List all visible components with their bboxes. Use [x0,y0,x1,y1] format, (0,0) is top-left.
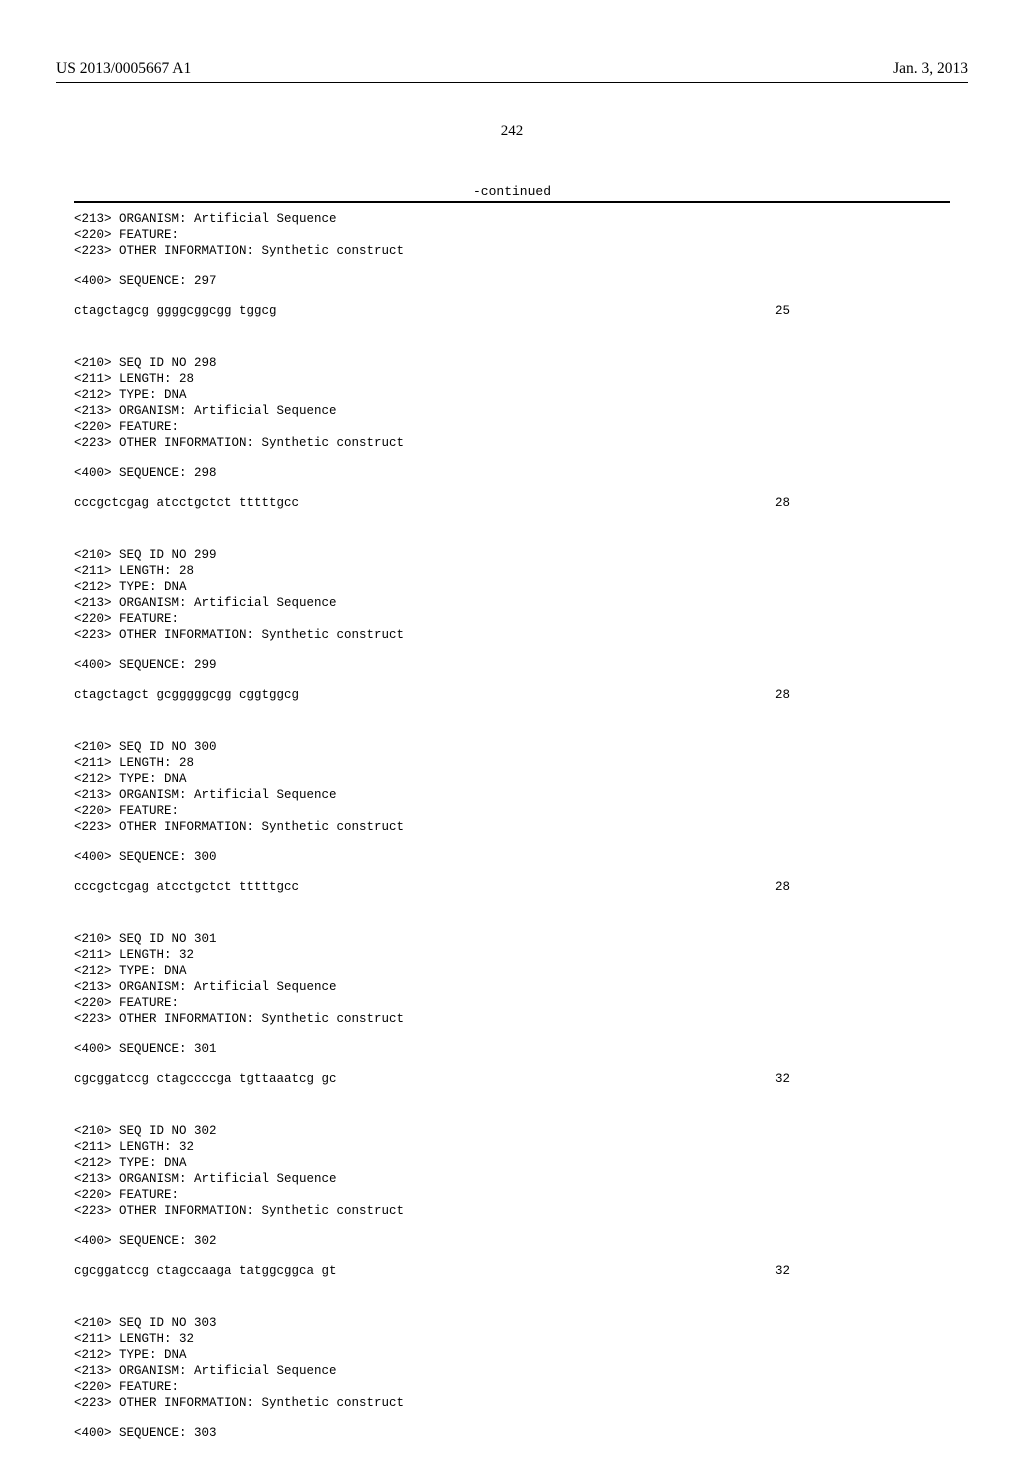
seq-meta-line: <400> SEQUENCE: 298 [74,465,950,481]
seq-meta-line: <213> ORGANISM: Artificial Sequence [74,211,950,227]
sequence-length: 28 [775,687,950,703]
sequence-length: 32 [775,1071,950,1087]
blank-line [74,1411,950,1425]
continued-label: -continued [56,184,968,199]
seq-meta-line: <400> SEQUENCE: 297 [74,273,950,289]
blank-line [74,259,950,273]
seq-meta-line: <223> OTHER INFORMATION: Synthetic const… [74,1203,950,1219]
seq-meta-line: <210> SEQ ID NO 302 [74,1123,950,1139]
sequence-row: cccgctcgag atcctgctct tttttgcc 28 [74,495,950,511]
seq-meta-line: <220> FEATURE: [74,611,950,627]
seq-meta-line: <223> OTHER INFORMATION: Synthetic const… [74,435,950,451]
seq-meta-line: <211> LENGTH: 28 [74,371,950,387]
blank-line [74,1219,950,1233]
seq-meta-line: <213> ORGANISM: Artificial Sequence [74,1363,950,1379]
seq-meta-line: <211> LENGTH: 28 [74,755,950,771]
seq-meta-line: <223> OTHER INFORMATION: Synthetic const… [74,1395,950,1411]
blank-line [74,643,950,657]
seq-meta-line: <220> FEATURE: [74,803,950,819]
seq-meta-line: <213> ORGANISM: Artificial Sequence [74,979,950,995]
sequence-row: cccgctcgag atcctgctct tttttgcc 28 [74,879,950,895]
blank-line [74,917,950,931]
seq-meta-line: <223> OTHER INFORMATION: Synthetic const… [74,627,950,643]
seq-meta-line: <211> LENGTH: 32 [74,1331,950,1347]
blank-line [74,835,950,849]
publication-number: US 2013/0005667 A1 [56,60,191,78]
blank-line [74,341,950,355]
sequence-row: cgcggatccg ctagccccga tgttaaatcg gc 32 [74,1071,950,1087]
patent-page: US 2013/0005667 A1 Jan. 3, 2013 242 -con… [0,0,1024,1481]
sequence-text: ctagctagct gcgggggcgg cggtggcg [74,687,299,703]
sequence-length: 28 [775,879,950,895]
seq-meta-line: <220> FEATURE: [74,995,950,1011]
sequence-text: cgcggatccg ctagccaaga tatggcggca gt [74,1263,337,1279]
seq-meta-line: <400> SEQUENCE: 302 [74,1233,950,1249]
seq-meta-line: <400> SEQUENCE: 301 [74,1041,950,1057]
publication-date: Jan. 3, 2013 [893,60,968,78]
sequence-length: 32 [775,1263,950,1279]
sequence-text: cccgctcgag atcctgctct tttttgcc [74,495,299,511]
seq-meta-line: <210> SEQ ID NO 300 [74,739,950,755]
seq-meta-line: <212> TYPE: DNA [74,1347,950,1363]
seq-meta-line: <400> SEQUENCE: 299 [74,657,950,673]
blank-line [74,533,950,547]
seq-meta-line: <220> FEATURE: [74,227,950,243]
seq-meta-line: <220> FEATURE: [74,1379,950,1395]
seq-meta-line: <210> SEQ ID NO 299 [74,547,950,563]
seq-meta-line: <212> TYPE: DNA [74,387,950,403]
seq-meta-line: <212> TYPE: DNA [74,963,950,979]
sequence-text: cccgctcgag atcctgctct tttttgcc [74,879,299,895]
seq-meta-line: <210> SEQ ID NO 298 [74,355,950,371]
seq-meta-line: <210> SEQ ID NO 303 [74,1315,950,1331]
seq-meta-line: <213> ORGANISM: Artificial Sequence [74,787,950,803]
seq-meta-line: <400> SEQUENCE: 303 [74,1425,950,1441]
page-number: 242 [56,123,968,140]
sequence-row: ctagctagct gcgggggcgg cggtggcg 28 [74,687,950,703]
sequence-row: cgcggatccg ctagccaaga tatggcggca gt 32 [74,1263,950,1279]
seq-meta-line: <400> SEQUENCE: 300 [74,849,950,865]
blank-line [74,1301,950,1315]
sequence-listing: <213> ORGANISM: Artificial Sequence<220>… [74,201,950,1441]
sequence-length: 25 [775,303,950,319]
seq-meta-line: <223> OTHER INFORMATION: Synthetic const… [74,1011,950,1027]
blank-line [74,725,950,739]
seq-meta-line: <211> LENGTH: 32 [74,947,950,963]
header-rule [56,82,968,83]
seq-meta-line: <212> TYPE: DNA [74,579,950,595]
sequence-text: cgcggatccg ctagccccga tgttaaatcg gc [74,1071,337,1087]
blank-line [74,1027,950,1041]
seq-meta-line: <223> OTHER INFORMATION: Synthetic const… [74,819,950,835]
seq-meta-line: <211> LENGTH: 28 [74,563,950,579]
seq-meta-line: <213> ORGANISM: Artificial Sequence [74,403,950,419]
sequence-length: 28 [775,495,950,511]
seq-meta-line: <213> ORGANISM: Artificial Sequence [74,1171,950,1187]
seq-meta-line: <211> LENGTH: 32 [74,1139,950,1155]
seq-meta-line: <212> TYPE: DNA [74,771,950,787]
seq-meta-line: <213> ORGANISM: Artificial Sequence [74,595,950,611]
seq-meta-line: <212> TYPE: DNA [74,1155,950,1171]
sequence-text: ctagctagcg ggggcggcgg tggcg [74,303,277,319]
seq-meta-line: <220> FEATURE: [74,1187,950,1203]
blank-line [74,451,950,465]
seq-meta-line: <223> OTHER INFORMATION: Synthetic const… [74,243,950,259]
seq-meta-line: <210> SEQ ID NO 301 [74,931,950,947]
sequence-row: ctagctagcg ggggcggcgg tggcg 25 [74,303,950,319]
page-header: US 2013/0005667 A1 Jan. 3, 2013 [56,60,968,78]
blank-line [74,1109,950,1123]
seq-meta-line: <220> FEATURE: [74,419,950,435]
